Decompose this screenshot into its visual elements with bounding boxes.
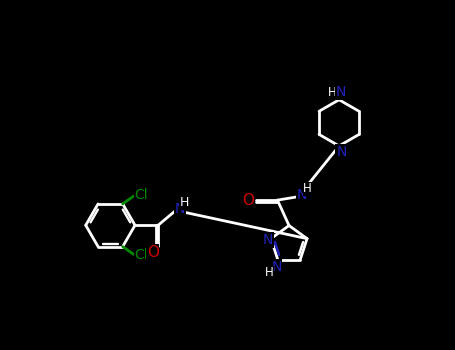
Text: Cl: Cl bbox=[134, 188, 148, 202]
Text: N: N bbox=[336, 145, 347, 159]
Text: N: N bbox=[174, 202, 185, 216]
Text: N: N bbox=[297, 188, 307, 202]
Text: O: O bbox=[147, 245, 159, 260]
Text: N: N bbox=[335, 85, 346, 99]
Text: O: O bbox=[243, 193, 255, 208]
Text: H: H bbox=[180, 196, 189, 209]
Text: H: H bbox=[303, 182, 312, 195]
Text: N: N bbox=[271, 260, 282, 274]
Text: H: H bbox=[328, 85, 337, 99]
Text: N: N bbox=[263, 233, 273, 247]
Text: Cl: Cl bbox=[134, 248, 148, 262]
Text: H: H bbox=[265, 266, 274, 279]
